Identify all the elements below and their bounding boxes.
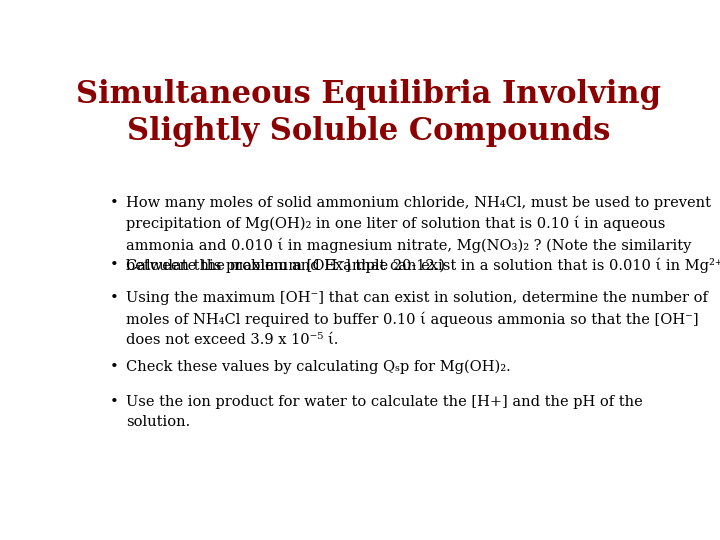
Text: Check these values by calculating Qₛp for Mg(OH)₂.: Check these values by calculating Qₛp fo… bbox=[126, 360, 511, 374]
Text: Simultaneous Equilibria Involving
Slightly Soluble Compounds: Simultaneous Equilibria Involving Slight… bbox=[76, 79, 662, 147]
Text: How many moles of solid ammonium chloride, NH₄Cl, must be used to prevent
precip: How many moles of solid ammonium chlorid… bbox=[126, 196, 711, 273]
Text: •: • bbox=[109, 258, 118, 272]
Text: Use the ion product for water to calculate the [H+] and the pH of the
solution.: Use the ion product for water to calcula… bbox=[126, 395, 643, 429]
Text: Calculate the maximum [OH⁻] that can exist in a solution that is 0.010 ί in Mg²⁺: Calculate the maximum [OH⁻] that can exi… bbox=[126, 258, 720, 273]
Text: Using the maximum [OH⁻] that can exist in solution, determine the number of
mole: Using the maximum [OH⁻] that can exist i… bbox=[126, 292, 708, 346]
Text: •: • bbox=[109, 395, 118, 409]
Text: •: • bbox=[109, 292, 118, 306]
Text: •: • bbox=[109, 360, 118, 374]
Text: •: • bbox=[109, 196, 118, 210]
